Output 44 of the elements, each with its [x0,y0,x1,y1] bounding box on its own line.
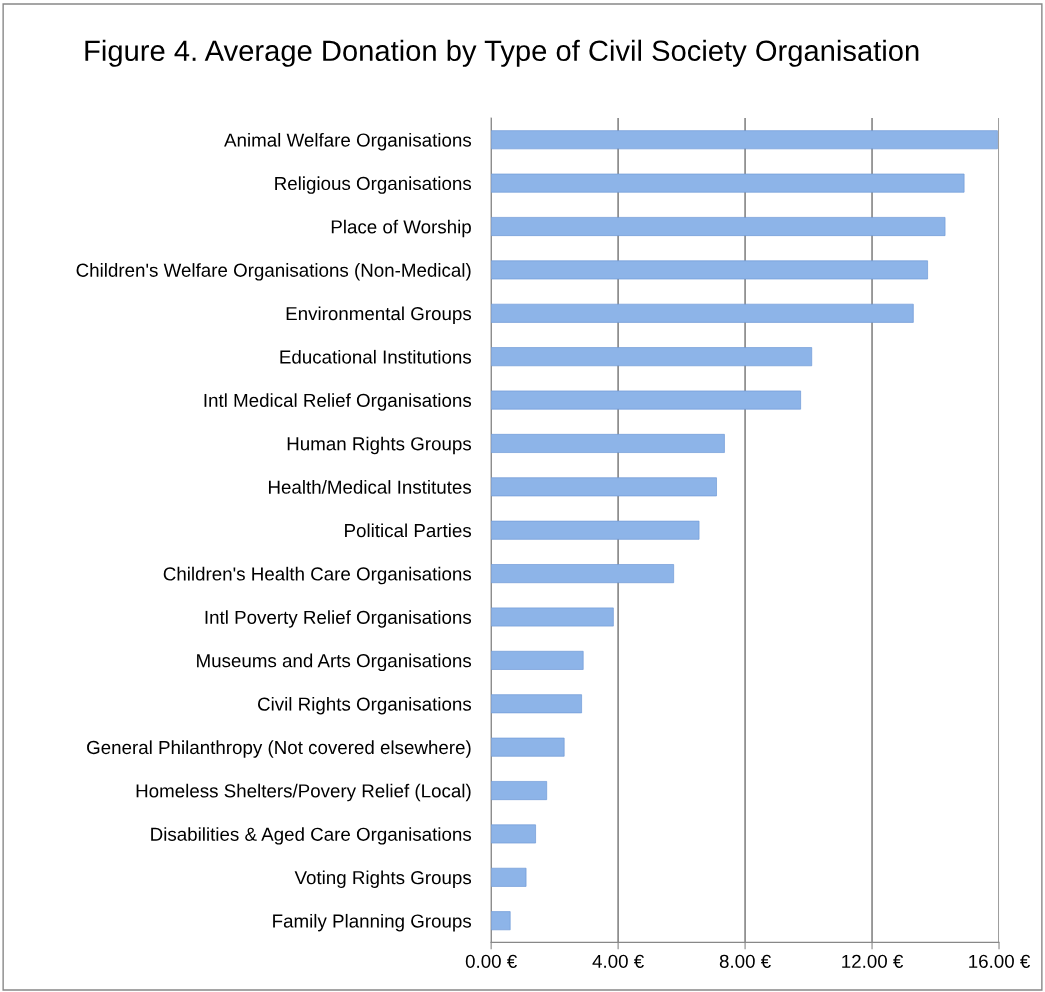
y-tick-label: Environmental Groups [286,306,472,324]
bar [491,260,928,280]
bar [491,650,584,670]
y-tick-label: Intl Poverty Relief Organisations [205,610,472,628]
bar [491,911,511,931]
x-tick-label: 16.00 € [969,954,1031,968]
bar [491,607,614,627]
y-tick-label: Museums and Arts Organisations [197,653,472,672]
bar [491,867,527,887]
y-tick-label: Family Planning Groups [273,913,472,932]
bar [491,217,946,236]
y-tick-label: Health/Medical Institutes [268,480,472,494]
y-tick-label: General Philanthropy (Not covered elsewhere) [87,740,471,758]
y-tick-label: Children's Health Care Organisations [163,566,472,585]
bar [491,477,717,497]
x-tick-label: 0.00 € [465,954,517,968]
bar [491,824,536,844]
x-tick-label: 4.00 € [592,954,644,968]
bar [491,694,582,714]
y-tick-label: Intl Medical Relief Organisations [204,393,472,411]
y-tick-label: Civil Rights Organisations [258,696,472,715]
bar [491,347,813,367]
bar [491,520,700,540]
chart-title: Figure 4. Average Donation by Type of Civil Society Organisation [85,39,919,67]
y-tick-label: Voting Rights Groups [294,870,472,888]
bar [491,390,801,410]
y-tick-label: Human Rights Groups [287,436,472,455]
y-tick-label: Political Parties [345,523,472,538]
y-tick-label: Animal Welfare Organisations [224,132,472,151]
bar [491,303,914,323]
y-tick-label: Children's Welfare Organisations (Non-Medical) [76,263,471,281]
bar [491,130,998,150]
bar [491,781,548,801]
x-tick-label: 8.00 € [719,954,771,968]
y-tick-label: Place of Worship [331,219,471,238]
bar [491,433,725,453]
y-tick-label: Disabilities & Aged Care Organisations [151,827,472,845]
x-tick-label: 12.00 € [842,954,904,968]
y-tick-label: Religious Organisations [275,176,472,194]
y-tick-label: Educational Institutions [280,349,472,364]
bar [491,173,965,193]
bar [491,737,565,757]
y-tick-label: Homeless Shelters/Povery Relief (Local) [136,783,471,802]
bar [491,564,675,584]
